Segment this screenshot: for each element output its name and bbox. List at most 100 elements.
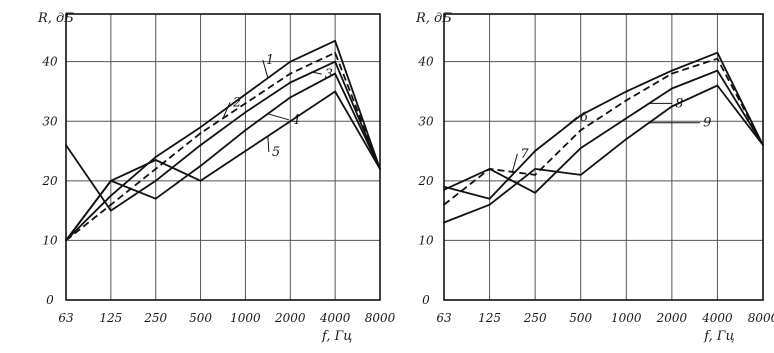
data-point — [244, 129, 247, 132]
series-line-1 — [65, 39, 381, 242]
data-point — [625, 90, 628, 93]
series-label: 9 — [703, 116, 711, 131]
data-point — [65, 144, 67, 146]
data-point — [443, 185, 445, 188]
series-line-5 — [65, 90, 381, 241]
data-point — [289, 120, 292, 123]
chart-panel-2: 0 10 20 30 40 63 125 250 500 1000 2000 4000 8000 R, д… — [415, 11, 774, 344]
data-point — [670, 87, 673, 90]
x-axis-label: f, Гц — [703, 329, 734, 344]
series-label-leader — [222, 102, 231, 119]
series-label-leader — [511, 153, 518, 173]
series-line-4 — [65, 72, 381, 241]
series-label: 7 — [520, 147, 529, 162]
series-line-3 — [65, 60, 381, 212]
data-point — [334, 60, 337, 63]
x-tick-label: 63 — [58, 311, 74, 325]
data-point — [109, 209, 112, 212]
series-label: 5 — [272, 145, 280, 160]
x-tick-label: 500 — [569, 311, 592, 325]
data-point — [534, 191, 537, 194]
data-point — [244, 102, 247, 105]
series-label: 6 — [580, 110, 588, 125]
series-label: 3 — [325, 67, 333, 82]
y-tick-label: 0 — [46, 293, 54, 307]
x-tick-label: 125 — [99, 311, 122, 325]
series-line-6 — [443, 51, 764, 200]
data-point — [289, 96, 292, 99]
data-point — [670, 72, 673, 75]
y-tick-label: 10 — [42, 233, 58, 247]
data-point — [716, 51, 719, 54]
data-point — [154, 156, 157, 158]
y-tick-label: 40 — [41, 55, 58, 69]
data-point — [199, 165, 202, 167]
series-line-8 — [443, 69, 764, 194]
y-axis-label: R, дБ — [415, 11, 452, 26]
data-point — [334, 72, 337, 75]
series-label: 4 — [291, 113, 300, 128]
data-point — [579, 147, 582, 149]
x-tick-label: 2000 — [656, 311, 688, 325]
data-point — [534, 150, 537, 152]
x-tick-label: 250 — [143, 311, 167, 325]
x-tick-label: 8000 — [365, 311, 396, 325]
series-label-leader — [267, 113, 289, 121]
data-point — [154, 179, 157, 182]
series-label-leader — [312, 71, 322, 75]
data-point — [579, 114, 582, 117]
data-point — [289, 81, 292, 84]
data-point — [488, 168, 491, 170]
series-label-leader — [267, 136, 270, 153]
series-line-7 — [443, 57, 764, 206]
data-point — [109, 179, 112, 182]
data-point — [154, 159, 157, 161]
x-tick-label: 1000 — [611, 311, 642, 325]
x-tick-label: 125 — [478, 311, 501, 325]
data-point — [199, 126, 202, 129]
data-point — [109, 194, 112, 197]
data-point — [716, 57, 719, 60]
x-tick-label: 1000 — [230, 311, 261, 325]
series-line-2 — [65, 51, 381, 242]
data-point — [244, 111, 247, 114]
data-point — [762, 144, 764, 146]
series-label: 2 — [232, 95, 241, 110]
x-tick-label: 2000 — [274, 311, 306, 325]
data-point — [488, 203, 491, 206]
x-tick-label: 4000 — [319, 311, 351, 325]
data-point — [289, 72, 292, 75]
data-point — [625, 117, 628, 120]
plot-frame — [65, 13, 381, 301]
x-tick-label: 500 — [189, 311, 212, 325]
data-point — [154, 168, 157, 170]
y-tick-label: 30 — [418, 114, 434, 128]
x-tick-label: 4000 — [701, 311, 733, 325]
series-label: 1 — [266, 53, 274, 68]
data-point — [199, 179, 202, 182]
data-point — [379, 168, 381, 170]
series-line-9 — [443, 84, 764, 224]
data-point — [670, 105, 673, 108]
y-tick-label: 10 — [418, 233, 434, 247]
data-point — [443, 188, 445, 191]
data-point — [625, 99, 628, 102]
series-label-leader — [557, 116, 578, 134]
series-label-leader — [262, 59, 269, 79]
data-point — [579, 129, 582, 132]
data-point — [244, 93, 247, 96]
data-point — [670, 69, 673, 72]
data-point — [289, 60, 292, 63]
data-point — [488, 197, 491, 200]
x-tick-label: 8000 — [748, 311, 774, 325]
data-point — [199, 132, 202, 135]
data-point — [443, 221, 445, 224]
plot-frame — [443, 13, 764, 301]
data-point — [334, 39, 337, 42]
y-tick-label: 0 — [422, 293, 430, 307]
y-tick-label: 30 — [42, 114, 58, 128]
data-point — [534, 173, 537, 176]
x-tick-label: 250 — [523, 311, 547, 325]
data-point — [716, 84, 719, 87]
